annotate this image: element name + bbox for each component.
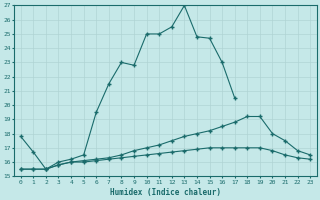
X-axis label: Humidex (Indice chaleur): Humidex (Indice chaleur) <box>110 188 221 197</box>
